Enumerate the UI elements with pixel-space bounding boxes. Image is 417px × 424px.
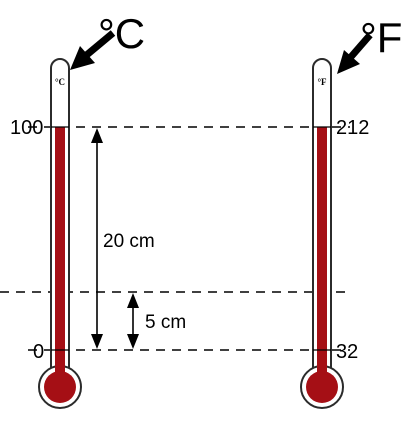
fahrenheit-mercury-column	[317, 127, 327, 372]
fahrenheit-pointer-arrow	[337, 32, 373, 74]
fahrenheit-unit-heading: °F	[360, 14, 402, 61]
celsius-neck-mercury	[55, 360, 65, 378]
fahrenheit-bulb-mercury	[306, 371, 338, 403]
fahrenheit-thermometer: °F	[300, 58, 344, 409]
fahrenheit-scale-label: °F	[317, 77, 327, 87]
celsius-top-value: 100	[10, 117, 43, 139]
short-span-label: 5 cm	[145, 312, 186, 333]
reference-lines	[0, 126, 350, 351]
long-span-label: 20 cm	[103, 231, 155, 252]
fahrenheit-bottom-value: 32	[336, 341, 358, 363]
long-span-arrow	[91, 128, 103, 349]
fahrenheit-neck-mercury	[317, 360, 327, 378]
short-span-arrow	[127, 293, 139, 349]
fahrenheit-top-value: 212	[336, 117, 369, 139]
celsius-scale-label: °C	[55, 77, 65, 87]
celsius-mercury-column	[55, 127, 65, 372]
celsius-thermometer: °C	[38, 58, 82, 409]
celsius-unit-heading: °C	[98, 10, 145, 57]
celsius-bottom-value: 0	[33, 341, 44, 363]
celsius-pointer-arrow	[70, 30, 116, 70]
celsius-bulb-mercury	[44, 371, 76, 403]
